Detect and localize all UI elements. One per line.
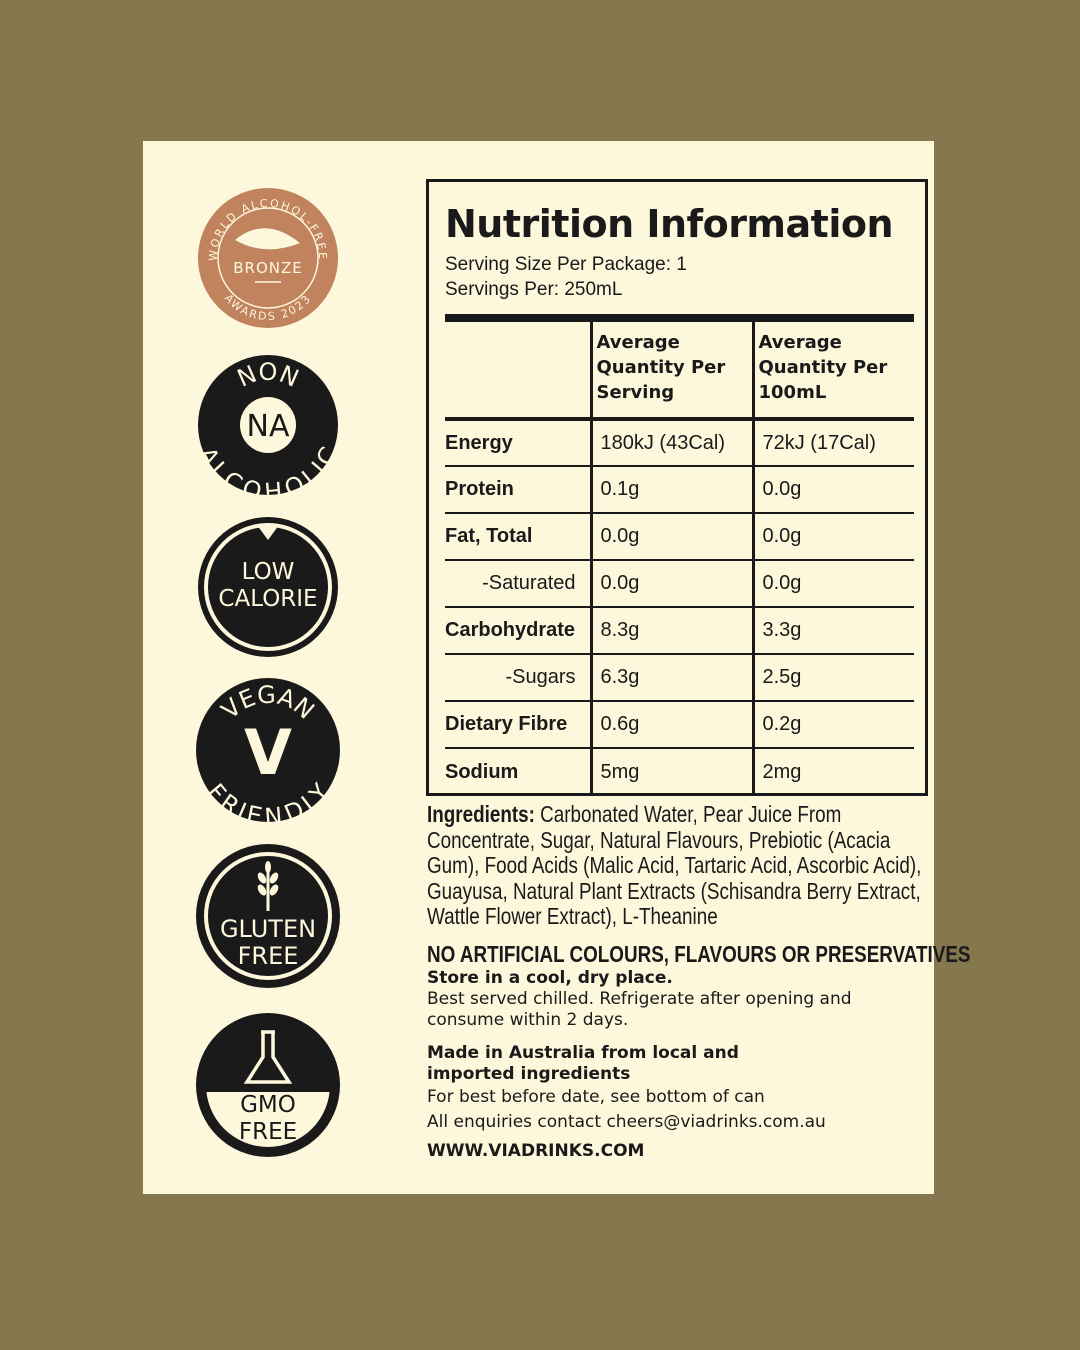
ingredients-label: Ingredients: <box>427 801 535 827</box>
claims: NO ARTIFICIAL COLOURS, FLAVOURS OR PRESE… <box>427 941 970 968</box>
per-serving-value: 0.6g <box>589 701 753 749</box>
serving-size: Serving Size Per Package: 1 <box>445 254 687 275</box>
table-row: Carbohydrate 8.3g 3.3g <box>445 607 914 655</box>
storage-text: Best served chilled. Refrigerate after o… <box>427 989 852 1030</box>
gluten-text: GLUTEN <box>220 915 316 943</box>
table-row: Dietary Fibre 0.6g 0.2g <box>445 701 914 749</box>
header-per-100ml: Average Quantity Per 100mL <box>751 318 914 421</box>
header-per-serving: Average Quantity Per Serving <box>589 318 753 421</box>
per-serving-value: 8.3g <box>589 607 753 655</box>
wheat-icon <box>257 861 279 911</box>
per-100ml-value: 0.2g <box>751 701 914 749</box>
table-row: Sodium 5mg 2mg <box>445 748 914 795</box>
table-row: Protein 0.1g 0.0g <box>445 466 914 514</box>
award-medal-text: BRONZE <box>233 259 303 277</box>
per-100ml-value: 0.0g <box>751 560 914 608</box>
gluten-free-badge: GLUTEN FREE <box>196 844 340 988</box>
per-100ml-value: 2mg <box>751 748 914 795</box>
per-serving-value: 0.1g <box>589 466 753 514</box>
per-100ml-value: 2.5g <box>751 654 914 702</box>
table-row: -Sugars 6.3g 2.5g <box>445 654 914 702</box>
table-row: -Saturated 0.0g 0.0g <box>445 560 914 608</box>
v-text: V <box>244 716 292 789</box>
per-serving-value: 0.0g <box>589 560 753 608</box>
storage-heading: Store in a cool, dry place. <box>427 968 673 988</box>
storage: Store in a cool, dry place. Best served … <box>427 968 932 1031</box>
nutrient-name: Fat, Total <box>445 513 591 561</box>
ingredients: Ingredients: Carbonated Water, Pear Juic… <box>427 801 932 930</box>
per-100ml-value: 72kJ (17Cal) <box>751 419 914 467</box>
flask-icon <box>243 1030 293 1084</box>
ingredients-text: Carbonated Water, Pear Juice From Concen… <box>427 801 922 929</box>
per-100ml-value: 3.3g <box>751 607 914 655</box>
bronze-award-badge: WORLD ALCOHOL-FREE AWARDS 2023 BRONZE <box>198 188 338 328</box>
per-100ml-value: 0.0g <box>751 466 914 514</box>
nutrient-name: Carbohydrate <box>445 607 591 655</box>
header-nutrient <box>445 318 591 421</box>
low-calorie-badge: LOW CALORIE <box>198 517 338 657</box>
na-text: NA <box>247 409 290 444</box>
origin-heading: Made in Australia from local and importe… <box>427 1043 739 1084</box>
gmo-free-text: FREE <box>239 1119 297 1145</box>
claims-text: NO ARTIFICIAL COLOURS, FLAVOURS OR PRESE… <box>427 940 971 967</box>
gmo-free-badge: GMO FREE <box>196 1013 340 1157</box>
nutrient-name: Energy <box>445 419 591 467</box>
per-100ml-value: 0.0g <box>751 513 914 561</box>
calorie-text: CALORIE <box>218 586 317 612</box>
origin: Made in Australia from local and importe… <box>427 1043 932 1162</box>
servings-per: Servings Per: 250mL <box>445 279 623 300</box>
nutrient-name: -Sugars <box>445 654 591 702</box>
nutrition-title: Nutrition Information <box>445 202 894 246</box>
nutrition-panel: Nutrition Information Serving Size Per P… <box>426 179 928 796</box>
table-row: Fat, Total 0.0g 0.0g <box>445 513 914 561</box>
gluten-free-text: FREE <box>238 942 299 970</box>
nutrient-name: -Saturated <box>445 560 591 608</box>
per-serving-value: 180kJ (43Cal) <box>589 419 753 467</box>
nutrient-name: Sodium <box>445 760 519 783</box>
website-link[interactable]: WWW.VIADRINKS.COM <box>427 1141 645 1161</box>
per-serving-value: 0.0g <box>589 513 753 561</box>
best-before: For best before date, see bottom of can <box>427 1087 765 1107</box>
vegan-friendly-badge: VEGAN FRIENDLY V <box>196 678 340 823</box>
gmo-text: GMO <box>240 1092 296 1118</box>
nutrient-name: Dietary Fibre <box>445 701 591 749</box>
enquiries: All enquiries contact cheers@viadrinks.c… <box>427 1112 826 1132</box>
per-serving-value: 5mg <box>589 748 753 795</box>
low-text: LOW <box>242 559 295 585</box>
leaf-icon <box>235 228 300 250</box>
label-text-column: Ingredients: Carbonated Water, Pear Juic… <box>427 801 970 1162</box>
per-serving-value: 6.3g <box>589 654 753 702</box>
table-row: Energy 180kJ (43Cal) 72kJ (17Cal) <box>445 419 914 467</box>
nutrition-table: Average Quantity Per Serving Average Qua… <box>445 314 914 795</box>
non-alcoholic-badge: NON ALCOHOLIC NA <box>195 355 341 498</box>
nutrient-name: Protein <box>445 466 591 514</box>
